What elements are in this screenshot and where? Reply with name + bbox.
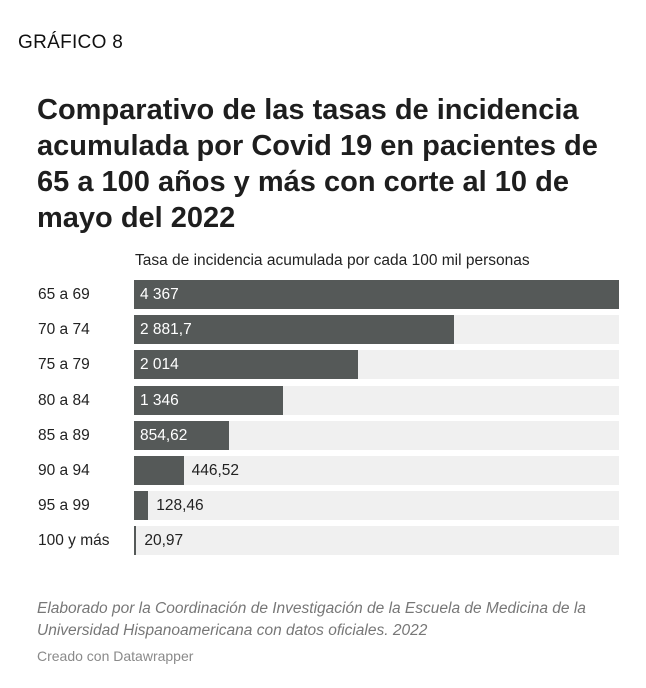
bar-track: 4 367: [134, 280, 619, 309]
bar[interactable]: [134, 385, 284, 415]
bar-track: 128,46: [134, 491, 619, 521]
value-label: 128,46: [156, 497, 204, 515]
value-label: 2 881,7: [140, 321, 192, 339]
bar[interactable]: [134, 491, 149, 521]
x-axis-title: Tasa de incidencia acumulada por cada 10…: [135, 252, 530, 269]
value-label: 446,52: [191, 462, 239, 479]
category-label: 80 a 84: [38, 391, 90, 409]
chart-notes: Elaborado por la Coordinación de Investi…: [37, 600, 586, 639]
category-label: 65 a 69: [38, 286, 90, 303]
category-label: 70 a 74: [38, 321, 90, 339]
value-label: 1 346: [140, 391, 179, 409]
chart-title: Comparativo de las tasas de incidencia a…: [37, 94, 598, 234]
bar[interactable]: [134, 280, 619, 309]
value-label: 20,97: [144, 532, 184, 550]
datawrapper-credit[interactable]: Creado con Datawrapper: [37, 648, 194, 664]
bar[interactable]: [134, 526, 137, 556]
category-label: 75 a 79: [38, 356, 90, 374]
bar-track: 1 346: [134, 385, 619, 415]
bar[interactable]: [134, 456, 184, 485]
bar-track: 20,97: [134, 526, 619, 556]
category-label: 100 y más: [38, 532, 110, 550]
bar-track: 854,62: [134, 420, 619, 450]
bar[interactable]: [134, 315, 455, 345]
value-label: 4 367: [140, 286, 179, 303]
bar-track: 2 014: [134, 350, 619, 380]
chart-kicker: GRÁFICO 8: [18, 32, 124, 53]
bar[interactable]: [134, 350, 358, 380]
category-label: 95 a 99: [38, 497, 90, 515]
value-label: 2 014: [140, 356, 179, 374]
category-label: 85 a 89: [38, 426, 90, 444]
bar[interactable]: [134, 420, 229, 450]
bar-track: 446,52: [134, 456, 619, 485]
category-label: 90 a 94: [38, 462, 90, 479]
bar-track: 2 881,7: [134, 315, 619, 345]
value-label: 854,62: [140, 426, 188, 444]
